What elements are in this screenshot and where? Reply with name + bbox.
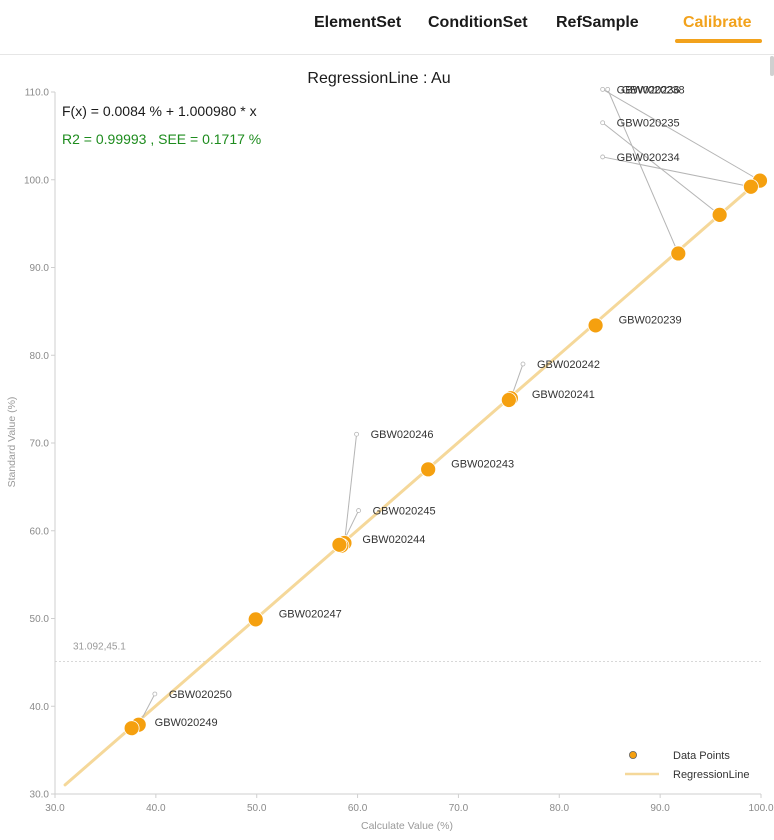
leader-anchor	[356, 508, 361, 513]
x-tick-label: 80.0	[550, 803, 570, 814]
data-point-label: GBW020235	[617, 118, 680, 130]
y-tick-label: 40.0	[30, 702, 50, 713]
label-leaders	[138, 86, 761, 725]
leader-anchor	[600, 120, 606, 126]
active-tab-underline	[675, 39, 762, 43]
data-point-label: GBW020247	[279, 608, 342, 620]
y-tick-label: 70.0	[30, 439, 50, 450]
y-tick-label: 30.0	[30, 790, 50, 801]
tab-conditionset[interactable]: ConditionSet	[428, 14, 528, 31]
x-tick-label: 60.0	[348, 803, 368, 814]
x-axis-label: Calculate Value (%)	[361, 820, 453, 832]
data-point-label: GBW020246	[371, 429, 434, 441]
y-tick-label: 60.0	[30, 526, 50, 537]
scrollbar-thumb[interactable]	[770, 56, 774, 76]
y-tick-label: 50.0	[30, 614, 50, 625]
x-tick-label: 100.0	[748, 803, 773, 814]
leader-anchor	[152, 691, 158, 697]
leader-anchor	[600, 86, 606, 92]
data-point	[743, 178, 759, 195]
x-tick-label: 70.0	[449, 803, 469, 814]
data-points	[123, 172, 768, 737]
data-point	[500, 392, 517, 408]
regression-line	[63, 177, 763, 787]
leader-line	[343, 434, 358, 544]
y-tick-label: 90.0	[30, 263, 50, 274]
leader-line	[602, 156, 752, 188]
tab-elementset[interactable]: ElementSet	[314, 14, 402, 31]
data-point	[247, 611, 264, 628]
point-labels: GBW020236 GBW020235 GBW020234 GBW020238 GBW0…	[155, 84, 685, 729]
axes: 30.0 40.0 50.0 60.0 70.0 80.0 90.0 100.0 30.0 40.…	[24, 88, 774, 815]
data-point-label: GBW020234	[617, 152, 680, 164]
data-point-label: GBW020244	[362, 534, 425, 546]
regression-line-layer	[63, 177, 763, 787]
data-point	[670, 245, 687, 262]
data-point-label: GBW020250	[169, 689, 232, 701]
data-point-label: GBW020249	[155, 717, 218, 729]
regression-chart[interactable]: RegressionLine : Au F(x) = 0.0084 % + 1.…	[0, 55, 774, 840]
data-point	[123, 720, 140, 737]
regression-equation: F(x) = 0.0084 % + 1.000980 * x	[62, 103, 257, 119]
cursor-readout: 31.092,45.1	[73, 641, 126, 652]
data-point-label: GBW020241	[532, 389, 595, 401]
tab-refsample[interactable]: RefSample	[556, 14, 639, 31]
data-point	[587, 317, 604, 334]
data-point-label: GBW020245	[373, 506, 436, 518]
data-point-label: GBW020236	[617, 84, 680, 96]
data-point	[420, 461, 437, 478]
y-tick-label: 110.0	[25, 88, 50, 99]
x-tick-label: 50.0	[247, 803, 267, 814]
legend: Data Points RegressionLine	[625, 750, 749, 781]
leader-anchor	[354, 431, 359, 437]
chart-title: RegressionLine : Au	[307, 70, 450, 87]
legend-marker-point	[629, 751, 638, 760]
x-tick-label: 90.0	[650, 803, 670, 814]
data-point-label: GBW020242	[537, 359, 600, 371]
regression-stats: R2 = 0.99993 , SEE = 0.1717 %	[62, 131, 261, 147]
x-tick-label: 40.0	[146, 803, 166, 814]
x-tick-label: 30.0	[45, 803, 65, 814]
y-tick-label: 80.0	[30, 351, 50, 362]
leader-line	[602, 88, 761, 182]
y-axis-label: Standard Value (%)	[6, 397, 18, 488]
y-tick-label: 100.0	[24, 175, 49, 186]
legend-label: RegressionLine	[673, 769, 749, 781]
tab-bar: ElementSet ConditionSet RefSample Calibr…	[0, 0, 774, 55]
tab-calibrate[interactable]: Calibrate	[683, 14, 752, 31]
cursor-crosshair: 31.092,45.1	[55, 641, 761, 662]
leader-anchor	[605, 86, 611, 92]
data-point-label: GBW020243	[451, 458, 514, 470]
data-point	[331, 536, 348, 553]
leader-line	[607, 89, 679, 254]
leader-anchor	[600, 154, 606, 160]
leader-anchor	[520, 361, 526, 367]
data-point-label: GBW020238	[622, 84, 685, 96]
data-point-label: GBW020239	[619, 314, 682, 326]
legend-label: Data Points	[673, 750, 730, 762]
data-point	[711, 206, 728, 223]
